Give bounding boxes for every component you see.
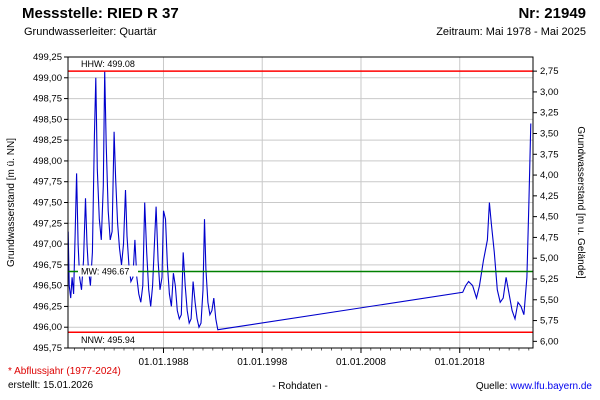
y-right-tick-label: 4,00 xyxy=(540,170,559,181)
y-left-tick-label: 498,75 xyxy=(33,94,62,105)
y-right-tick-label: 3,00 xyxy=(540,87,559,98)
y-right-tick-label: 4,50 xyxy=(540,212,559,223)
footnote-abflussjahr: * Abflussjahr (1977-2024) xyxy=(8,366,121,377)
created-date-label: erstellt: 15.01.2026 xyxy=(8,380,94,391)
source-prefix-label: Quelle: xyxy=(475,381,508,392)
y-right-axis-title: Grundwasserstand [m u. Gelände] xyxy=(575,126,586,279)
y-right-tick-label: 5,50 xyxy=(540,295,559,306)
y-left-tick-label: 498,00 xyxy=(33,156,62,167)
y-right-tick-label: 6,00 xyxy=(540,336,559,347)
y-left-tick-label: 495,75 xyxy=(33,343,62,354)
data-type-label: - Rohdaten - xyxy=(272,381,328,392)
ref-label-hhw: HHW: 499.08 xyxy=(81,59,135,69)
y-right-tick-label: 4,75 xyxy=(540,232,559,243)
y-right-tick-label: 4,25 xyxy=(540,191,559,202)
source-link[interactable]: www.lfu.bayern.de xyxy=(510,381,592,392)
y-right-tick-label: 5,00 xyxy=(540,253,559,264)
ref-label-bg xyxy=(78,334,144,346)
y-left-tick-label: 497,50 xyxy=(33,198,62,209)
y-left-tick-label: 497,75 xyxy=(33,177,62,188)
y-right-tick-label: 5,75 xyxy=(540,316,559,327)
x-tick-label: 01.01.1988 xyxy=(138,357,188,368)
y-right-tick-label: 3,75 xyxy=(540,149,559,160)
source-container: Quelle: www.lfu.bayern.de xyxy=(476,381,592,392)
y-left-tick-label: 499,00 xyxy=(33,73,62,84)
station-number: Nr: 21949 xyxy=(518,5,586,22)
ref-label-nnw: NNW: 495.94 xyxy=(81,335,135,345)
y-left-tick-label: 497,25 xyxy=(33,218,62,229)
y-left-tick-label: 499,25 xyxy=(33,52,62,63)
ref-label-mw: MW: 496.67 xyxy=(81,267,129,277)
x-tick-label: 01.01.1998 xyxy=(237,357,287,368)
y-left-tick-label: 498,25 xyxy=(33,135,62,146)
groundwater-level-chart: 499,25 499,00 498,75 498,50 498,25 498,00 497,… xyxy=(6,52,586,368)
y-left-tick-label: 497,00 xyxy=(33,239,62,250)
y-left-tick-label: 496,25 xyxy=(33,301,62,312)
y-right-tick-label: 5,25 xyxy=(540,274,559,285)
y-left-tick-label: 498,50 xyxy=(33,114,62,125)
series-line-rohdaten xyxy=(67,71,532,331)
period-label: Zeitraum: Mai 1978 - Mai 2025 xyxy=(436,26,586,38)
y-left-tick-label: 496,50 xyxy=(33,281,62,292)
y-right-tick-label: 3,50 xyxy=(540,128,559,139)
ref-label-bg xyxy=(78,265,138,277)
page-title: Messstelle: RIED R 37 xyxy=(22,5,179,22)
y-right-tick-label: 3,25 xyxy=(540,108,559,119)
x-tick-label: 01.01.2018 xyxy=(435,357,485,368)
ref-label-bg xyxy=(78,58,144,70)
y-left-axis-title: Grundwasserstand [m ü. NN] xyxy=(6,138,17,267)
y-right-tick-label: 2,75 xyxy=(540,66,559,77)
y-left-tick-label: 496,75 xyxy=(33,260,62,271)
y-left-tick-label: 496,00 xyxy=(33,322,62,333)
x-tick-label: 01.01.2008 xyxy=(336,357,386,368)
aquifer-label: Grundwasserleiter: Quartär xyxy=(24,26,157,38)
